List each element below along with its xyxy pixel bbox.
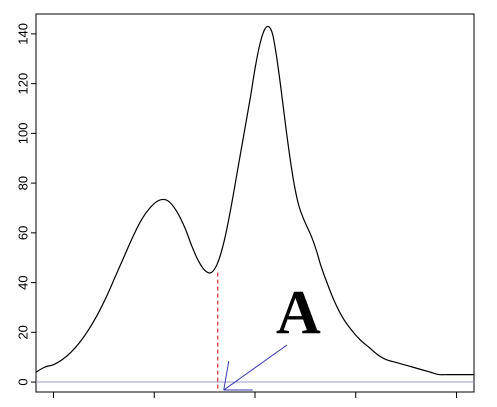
y-tick-label: 100: [15, 123, 30, 145]
series-line: [35, 25, 474, 376]
arrow-head-left: [223, 360, 230, 391]
arrow-shaft: [223, 344, 288, 391]
y-tick-label: 40: [15, 275, 30, 289]
y-axis: 0 20 40 60 80 100 120 140: [15, 23, 36, 386]
y-tick-label: 140: [15, 23, 30, 45]
y-tick-label: 0: [15, 378, 30, 385]
y-tick-label: 80: [15, 176, 30, 190]
y-tick-label: 20: [15, 325, 30, 339]
annotation-arrow: [223, 344, 288, 391]
annotation-label: A: [276, 279, 321, 347]
y-tick-label: 120: [15, 73, 30, 95]
y-tick-label: 60: [15, 226, 30, 240]
x-axis: [53, 392, 457, 398]
